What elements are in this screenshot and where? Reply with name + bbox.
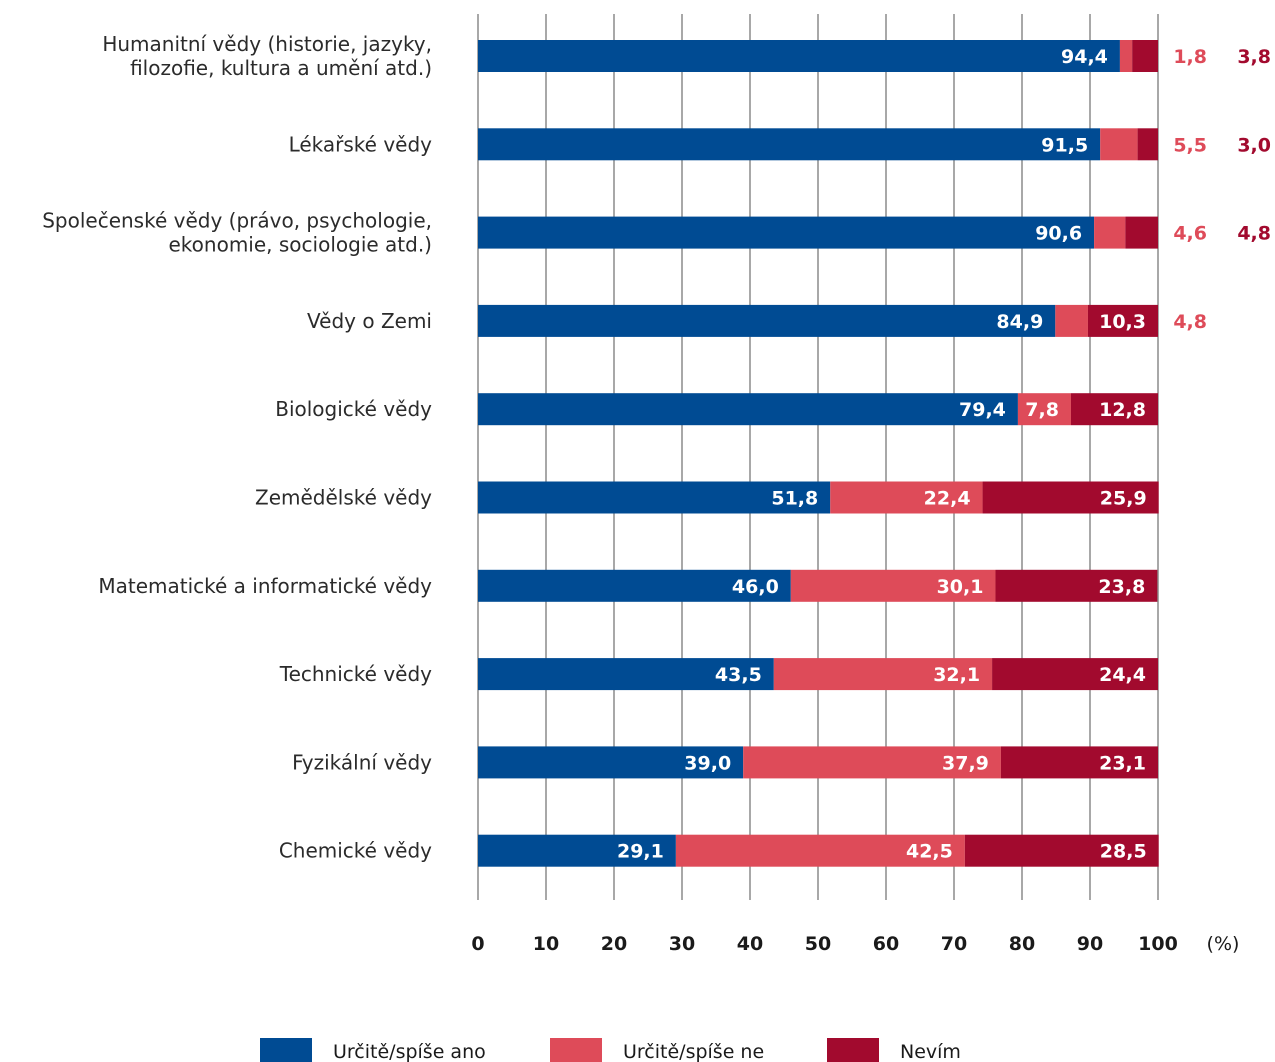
value-label-7-series-1: 32,1 <box>933 664 980 686</box>
bar-3-series-0 <box>478 304 1056 337</box>
x-tick-label-10: 10 <box>533 933 559 955</box>
value-label-4-series-1: 7,8 <box>1025 399 1059 421</box>
value-label-8-series-1: 37,9 <box>942 752 989 774</box>
value-label-2-series-1: 4,6 <box>1173 223 1207 245</box>
legend-label-0: Určitě/spíše ano <box>333 1041 486 1062</box>
x-tick-label-80: 80 <box>1009 933 1035 955</box>
bar-8-series-1 <box>743 746 1001 779</box>
bar-2-series-2 <box>1125 216 1158 249</box>
value-label-8-series-0: 39,0 <box>684 752 731 774</box>
x-tick-label-40: 40 <box>737 933 763 955</box>
category-label-2-line-0: Společenské vědy (právo, psychologie, <box>42 209 432 233</box>
x-tick-label-100: 100 <box>1138 933 1178 955</box>
value-label-1-series-1: 5,5 <box>1173 134 1207 156</box>
bar-2-series-1 <box>1094 216 1126 249</box>
value-label-5-series-0: 51,8 <box>771 488 818 510</box>
value-label-0-series-0: 94,4 <box>1061 46 1108 68</box>
category-label-5: Zemědělské vědy <box>255 486 432 510</box>
x-tick-label-30: 30 <box>669 933 695 955</box>
value-label-8-series-2: 23,1 <box>1099 752 1146 774</box>
bar-0-series-2 <box>1132 40 1158 72</box>
x-tick-label-90: 90 <box>1077 933 1103 955</box>
value-label-0-series-2: 3,8 <box>1237 46 1271 68</box>
category-label-1: Lékařské vědy <box>289 132 433 156</box>
bar-5-series-1 <box>830 481 983 514</box>
category-label-4: Biologické vědy <box>275 397 432 421</box>
bar-7-series-1 <box>773 658 993 691</box>
bar-9-series-2 <box>964 834 1159 867</box>
bar-4-series-1 <box>1017 393 1071 426</box>
bar-5-series-0 <box>478 481 831 514</box>
value-label-5-series-1: 22,4 <box>924 488 971 510</box>
bar-0-series-0 <box>478 40 1120 72</box>
category-label-2-line-1: ekonomie, sociologie atd.) <box>169 233 433 257</box>
value-label-0-series-1: 1,8 <box>1173 46 1207 68</box>
value-label-3-series-1: 4,8 <box>1173 311 1207 333</box>
value-label-9-series-0: 29,1 <box>617 841 664 863</box>
legend-swatch-2 <box>827 1038 879 1062</box>
value-label-4-series-0: 79,4 <box>959 399 1006 421</box>
bar-7-series-0 <box>478 658 774 691</box>
x-tick-label-50: 50 <box>805 933 831 955</box>
value-label-9-series-2: 28,5 <box>1100 841 1147 863</box>
bar-4-series-0 <box>478 393 1018 426</box>
x-tick-label-0: 0 <box>471 933 484 955</box>
value-label-5-series-2: 25,9 <box>1100 488 1147 510</box>
bar-6-series-0 <box>478 569 791 602</box>
x-tick-label-70: 70 <box>941 933 967 955</box>
value-label-6-series-0: 46,0 <box>732 576 779 598</box>
value-label-3-series-0: 84,9 <box>996 311 1043 333</box>
legend-label-2: Nevím <box>900 1041 961 1062</box>
value-label-3-series-2: 10,3 <box>1099 311 1146 333</box>
category-label-7: Technické vědy <box>279 662 432 686</box>
bar-9-series-1 <box>675 834 965 867</box>
x-tick-label-20: 20 <box>601 933 627 955</box>
bar-8-series-0 <box>478 746 744 779</box>
bar-8-series-2 <box>1000 746 1158 779</box>
bar-0-series-1 <box>1119 40 1133 72</box>
category-label-9: Chemické vědy <box>279 839 432 863</box>
value-label-1-series-0: 91,5 <box>1041 134 1088 156</box>
bar-1-series-2 <box>1137 128 1158 161</box>
value-label-6-series-1: 30,1 <box>937 576 984 598</box>
x-unit-label: (%) <box>1207 933 1240 955</box>
legend-swatch-0 <box>260 1038 312 1062</box>
bar-6-series-2 <box>995 569 1158 602</box>
category-label-0-line-0: Humanitní vědy (historie, jazyky, <box>102 32 432 56</box>
legend-swatch-1 <box>550 1038 602 1062</box>
value-label-4-series-2: 12,8 <box>1099 399 1146 421</box>
category-label-8: Fyzikální vědy <box>292 750 432 774</box>
bar-9-series-0 <box>478 834 676 867</box>
bar-3-series-1 <box>1055 304 1088 337</box>
value-label-9-series-1: 42,5 <box>906 841 953 863</box>
value-label-2-series-2: 4,8 <box>1237 223 1271 245</box>
bar-4-series-2 <box>1070 393 1158 426</box>
bar-3-series-2 <box>1087 304 1158 337</box>
category-label-0-line-1: filozofie, kultura a umění atd.) <box>130 56 432 80</box>
value-label-1-series-2: 3,0 <box>1237 134 1271 156</box>
bar-2-series-0 <box>478 216 1095 249</box>
bar-5-series-2 <box>982 481 1159 514</box>
value-label-6-series-2: 23,8 <box>1098 576 1145 598</box>
category-label-6: Matematické a informatické vědy <box>98 574 432 598</box>
value-label-2-series-0: 90,6 <box>1035 223 1082 245</box>
x-tick-label-60: 60 <box>873 933 899 955</box>
bar-1-series-0 <box>478 128 1101 161</box>
bar-7-series-2 <box>992 658 1158 691</box>
bar-1-series-1 <box>1100 128 1138 161</box>
value-label-7-series-2: 24,4 <box>1099 664 1146 686</box>
legend-label-1: Určitě/spíše ne <box>623 1041 764 1062</box>
value-label-7-series-0: 43,5 <box>715 664 762 686</box>
bar-6-series-1 <box>790 569 996 602</box>
category-label-3: Vědy o Zemi <box>307 309 432 333</box>
